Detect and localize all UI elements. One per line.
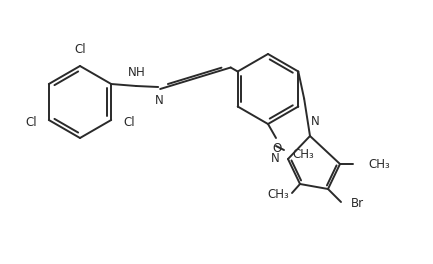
Text: O: O [272,142,281,155]
Text: N: N [155,94,164,107]
Text: Br: Br [351,197,364,210]
Text: CH₃: CH₃ [267,188,289,201]
Text: N: N [128,66,136,79]
Text: N: N [271,153,280,166]
Text: CH₃: CH₃ [368,158,390,171]
Text: N: N [310,115,320,128]
Text: Cl: Cl [25,116,37,130]
Text: H: H [136,66,145,79]
Text: Cl: Cl [123,116,135,130]
Text: CH₃: CH₃ [292,148,314,161]
Text: Cl: Cl [74,43,86,56]
